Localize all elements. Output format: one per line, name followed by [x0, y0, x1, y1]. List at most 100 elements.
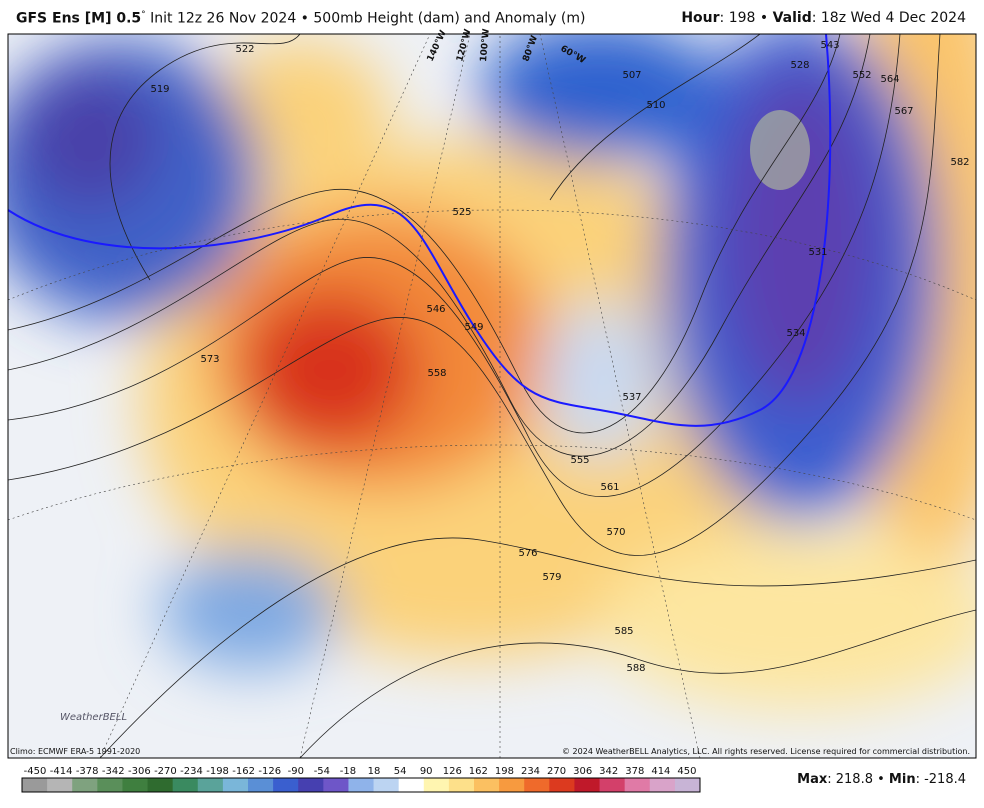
contour-label: 549	[464, 322, 483, 333]
contour-label: 528	[790, 60, 809, 71]
min-label: Min	[888, 772, 916, 787]
color-swatch	[398, 778, 425, 792]
color-swatch	[273, 778, 299, 792]
color-swatch	[97, 778, 123, 792]
colorbar-tick-label: 198	[495, 766, 514, 777]
logo: WeatherBELL	[60, 712, 127, 723]
colorbar-tick-label: 90	[420, 766, 433, 777]
height-contours	[8, 34, 976, 758]
color-swatch	[549, 778, 575, 792]
contour-label: 585	[614, 626, 633, 637]
stats: Max: 218.8 • Min: -218.4	[797, 772, 966, 787]
contour-labels: 522 519 573 546 549 558 555 561 570 576 579 585 588 5…	[150, 28, 969, 674]
contour-label: 537	[622, 392, 641, 403]
contour-label: 531	[808, 247, 827, 258]
color-swatch	[499, 778, 525, 792]
climo: Climo: ECMWF ERA-5 1991-2020	[10, 747, 140, 756]
description: Init 12z 26 Nov 2024 • 500mb Height (dam…	[150, 10, 586, 27]
color-swatch	[674, 778, 701, 792]
colorbar-tick-label: 306	[573, 766, 592, 777]
contour-label: 534	[786, 328, 805, 339]
contour-label: 561	[600, 482, 619, 493]
contour-label: 579	[542, 572, 561, 583]
color-swatch	[574, 778, 601, 792]
colorbar-tick-label: 378	[625, 766, 644, 777]
colorbar-tick-label: -306	[128, 766, 151, 777]
color-swatch	[298, 778, 324, 792]
colorbar: -450 -414 -378 -342 -306 -270 -234 -198 -162 -126…	[21, 766, 701, 793]
title: GFS Ens [M] 0.5° Init 12z 26 Nov 2024 • …	[16, 10, 586, 27]
color-swatch	[423, 778, 450, 792]
contour-label: 525	[452, 207, 471, 218]
color-swatch	[222, 778, 249, 792]
color-swatch	[649, 778, 676, 792]
colorbar-tick-label: -162	[232, 766, 255, 777]
color-swatch	[172, 778, 199, 792]
colorbar-tick-label: 450	[677, 766, 696, 777]
contour-label: 519	[150, 84, 169, 95]
contour-label: 564	[880, 74, 899, 85]
contour-label: 522	[235, 44, 254, 55]
contour-label: 552	[852, 70, 871, 81]
colorbar-tick-label: -198	[206, 766, 229, 777]
colorbar-tick-label: 342	[599, 766, 618, 777]
contour-label: 582	[950, 157, 969, 168]
color-swatch	[248, 778, 274, 792]
color-swatch	[373, 778, 400, 792]
colorbar-tick-label: 270	[547, 766, 566, 777]
colorbar-tick-label: -378	[76, 766, 99, 777]
color-swatch	[624, 778, 651, 792]
color-swatch	[474, 778, 500, 792]
color-swatch	[22, 778, 48, 792]
contour-label: 510	[646, 100, 665, 111]
colorbar-tick-label: -126	[258, 766, 281, 777]
colorbar-tick-label: 54	[394, 766, 407, 777]
graticule	[8, 34, 976, 758]
hour-value: : 198 •	[719, 10, 773, 26]
contour-label: 507	[622, 70, 641, 81]
max-value: : 218.8 •	[827, 772, 889, 787]
color-swatch	[72, 778, 98, 792]
colorbar-tick-label: 162	[469, 766, 488, 777]
contour-label: 543	[820, 40, 839, 51]
degree: °	[141, 10, 146, 20]
colorbar-tick-label: -90	[288, 766, 304, 777]
hour-label: Hour	[681, 10, 720, 26]
anomaly-field	[8, 34, 976, 758]
colorbar-tick-label: 234	[521, 766, 540, 777]
contour-label: 573	[200, 354, 219, 365]
color-swatch	[524, 778, 550, 792]
color-swatch	[323, 778, 349, 792]
contour-label: 546	[426, 304, 445, 315]
color-swatch	[448, 778, 475, 792]
max-label: Max	[797, 772, 828, 787]
contour-label: 570	[606, 527, 625, 538]
valid-value: : 18z Wed 4 Dec 2024	[811, 10, 966, 26]
contour-label: 576	[518, 548, 537, 559]
colorbar-tick-label: 126	[443, 766, 462, 777]
colorbar-tick-label: -450	[24, 766, 47, 777]
contour-label: 567	[894, 106, 913, 117]
colorbar-tick-label: -234	[180, 766, 203, 777]
colorbar-tick-label: 414	[651, 766, 670, 777]
color-swatch	[47, 778, 73, 792]
min-value: : -218.4	[915, 772, 966, 787]
model: GFS Ens [M] 0.5	[16, 10, 142, 27]
contour-label: 558	[427, 368, 446, 379]
color-swatch	[348, 778, 375, 792]
color-swatch	[122, 778, 149, 792]
color-swatch	[147, 778, 174, 792]
valid-label: Valid	[772, 10, 812, 26]
colorbar-tick-label: -54	[314, 766, 330, 777]
colorbar-tick-label: -18	[340, 766, 356, 777]
colorbar-tick-label: -342	[102, 766, 125, 777]
contour-label: 555	[570, 455, 589, 466]
color-swatch	[197, 778, 224, 792]
copyright: © 2024 WeatherBELL Analytics, LLC. All r…	[562, 747, 970, 756]
colorbar-tick-label: 18	[368, 766, 381, 777]
longitude-label: 100°W	[479, 28, 492, 62]
colorbar-tick-label: -414	[50, 766, 73, 777]
colorbar-frame	[21, 777, 701, 793]
